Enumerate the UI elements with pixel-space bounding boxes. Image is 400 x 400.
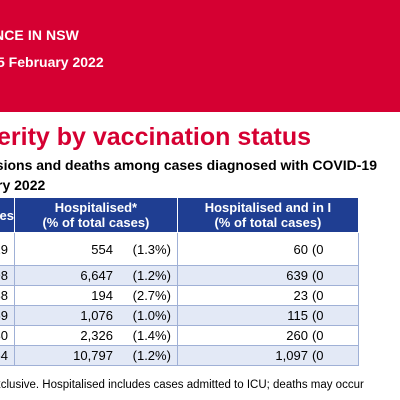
column-header-total-cases: tal cases xyxy=(0,197,15,233)
icu-cell: 1,097 (0 xyxy=(176,345,359,366)
hospitalised-cell: 2,326 (1.4%) xyxy=(13,325,178,346)
header-banner: NCE IN NSW 5 February 2022 xyxy=(0,0,400,112)
column-header-hospitalised: Hospitalised* (% of total cases) xyxy=(13,197,178,233)
column-header-hospitalised-icu: Hospitalised and in I (% of total cases) xyxy=(176,197,359,233)
table-row: 551,898 6,647(1.2%) 639(0 xyxy=(0,265,359,286)
total-cases-cell: 551,898 xyxy=(0,265,15,286)
table-row: 42,529 554(1.3%) 60(0 xyxy=(0,232,359,266)
table-row-total: 879,064 10,797(1.2%) 1,097(0 xyxy=(0,345,359,366)
hospitalised-cell: 554 (1.3%) xyxy=(13,232,178,266)
table-caption-date: ry 2022 xyxy=(0,177,46,193)
vaccination-status-table: tal cases Hospitalised* (% of total case… xyxy=(0,197,359,366)
hospitalised-cell: 10,797 (1.2%) xyxy=(13,345,178,366)
table-header-row: tal cases Hospitalised* (% of total case… xyxy=(0,197,359,233)
total-cases-cell: 165,680 xyxy=(0,325,15,346)
hospitalised-cell: 194 (2.7%) xyxy=(13,285,178,306)
table-footnote: xclusive. Hospitalised includes cases ad… xyxy=(0,379,364,391)
table-row: 165,680 2,326(1.4%) 260(0 xyxy=(0,325,359,346)
total-cases-cell: 7,188 xyxy=(0,285,15,306)
icu-cell: 260 (0 xyxy=(176,325,359,346)
table-row: 111,769 1,076(1.0%) 115(0 xyxy=(0,305,359,326)
table-caption: ssions and deaths among cases diagnosed … xyxy=(0,157,377,173)
icu-cell: 639 (0 xyxy=(176,265,359,286)
table-row: 7,188 194(2.7%) 23(0 xyxy=(0,285,359,306)
icu-cell: 60 (0 xyxy=(176,232,359,266)
hospitalised-cell: 1,076 (1.0%) xyxy=(13,305,178,326)
total-cases-cell: 879,064 xyxy=(0,345,15,366)
section-heading: erity by vaccination status xyxy=(0,123,312,151)
banner-date: 5 February 2022 xyxy=(0,54,104,70)
hospitalised-cell: 6,647 (1.2%) xyxy=(13,265,178,286)
icu-cell: 23 (0 xyxy=(176,285,359,306)
total-cases-cell: 111,769 xyxy=(0,305,15,326)
banner-title: NCE IN NSW xyxy=(0,27,79,43)
icu-cell: 115 (0 xyxy=(176,305,359,326)
total-cases-cell: 42,529 xyxy=(0,232,15,266)
